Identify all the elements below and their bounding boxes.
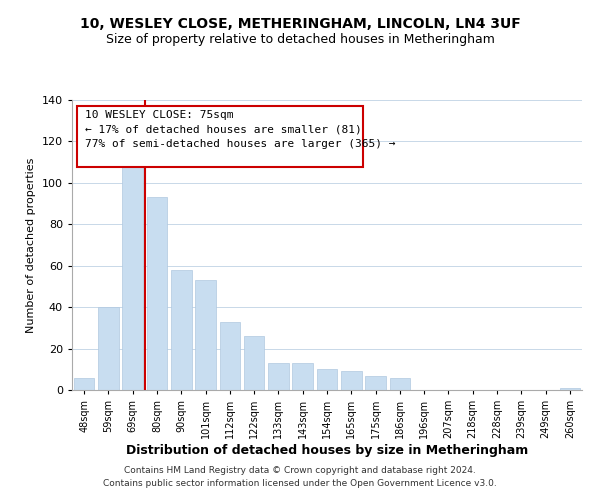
Text: Size of property relative to detached houses in Metheringham: Size of property relative to detached ho… [106,32,494,46]
Bar [244,336,265,390]
Bar [220,322,240,390]
FancyBboxPatch shape [77,106,363,166]
Bar [98,307,119,390]
Text: 10 WESLEY CLOSE: 75sqm
← 17% of detached houses are smaller (81)
77% of semi-det: 10 WESLEY CLOSE: 75sqm ← 17% of detached… [85,110,395,149]
Bar [317,370,337,390]
Bar [171,270,191,390]
Bar [146,198,167,390]
Bar [74,378,94,390]
Bar [292,363,313,390]
Bar [195,280,216,390]
Y-axis label: Number of detached properties: Number of detached properties [26,158,36,332]
Text: 10, WESLEY CLOSE, METHERINGHAM, LINCOLN, LN4 3UF: 10, WESLEY CLOSE, METHERINGHAM, LINCOLN,… [80,18,520,32]
Bar [268,363,289,390]
Bar [560,388,580,390]
Bar [389,378,410,390]
X-axis label: Distribution of detached houses by size in Metheringham: Distribution of detached houses by size … [126,444,528,457]
Text: Contains HM Land Registry data © Crown copyright and database right 2024.
Contai: Contains HM Land Registry data © Crown c… [103,466,497,487]
Bar [365,376,386,390]
Bar [341,372,362,390]
Bar [122,152,143,390]
